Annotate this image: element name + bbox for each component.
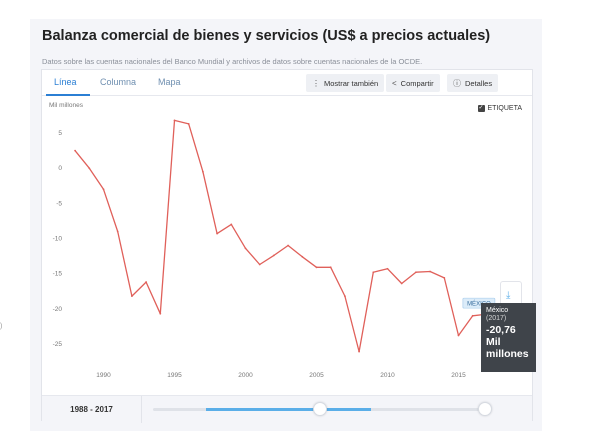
range-end: 2017	[95, 405, 113, 414]
data-point	[471, 314, 474, 317]
chart-panel: Línea Columna Mapa ⋮ Mostrar también < C…	[41, 69, 533, 423]
data-point	[273, 254, 275, 257]
y-tick-label: 5	[58, 130, 62, 137]
y-tick-label: -10	[53, 236, 63, 243]
data-point	[400, 282, 403, 285]
data-point	[145, 281, 147, 283]
tooltip-value: -20,76	[486, 324, 516, 336]
info-icon: ⓘ	[453, 78, 461, 88]
share-label: Compartir	[400, 78, 434, 88]
tab-linea[interactable]: Línea	[54, 77, 77, 87]
chart-tabs: Línea Columna Mapa ⋮ Mostrar también < C…	[42, 70, 532, 96]
data-point	[386, 267, 389, 270]
kebab-icon: ⋮	[312, 78, 320, 88]
series-line-mexico	[74, 119, 487, 353]
range-label: 1988 - 2017	[42, 396, 142, 423]
source-note: Datos sobre las cuentas nacionales del B…	[42, 57, 423, 66]
check-icon[interactable]: ✓	[477, 105, 485, 112]
share-icon: <	[392, 78, 397, 88]
x-tick-label: 2005	[309, 372, 324, 379]
indicator-card: Balanza comercial de bienes y servicios …	[30, 19, 542, 431]
share-button[interactable]: < Compartir	[386, 74, 440, 92]
y-tick-label: -25	[53, 341, 63, 348]
data-point	[443, 276, 446, 279]
data-point	[102, 188, 105, 191]
download-icon[interactable]: ⤓	[506, 290, 511, 301]
x-tick-label: 2015	[451, 372, 466, 379]
label-toggle[interactable]: ✓ ETIQUETA	[477, 105, 522, 112]
x-tick-label: 1995	[167, 372, 182, 379]
range-slider-start-handle[interactable]	[313, 402, 327, 416]
data-point	[301, 255, 304, 258]
x-tick-label: 2000	[238, 372, 253, 379]
data-point	[88, 167, 91, 170]
data-point	[287, 244, 289, 247]
data-point	[202, 170, 204, 173]
series-label: MÉXICO	[467, 300, 491, 307]
data-point	[315, 266, 318, 269]
left-edge-mark: )	[0, 323, 3, 330]
data-point	[187, 123, 190, 125]
range-footer: 1988 - 2017	[42, 395, 532, 423]
tooltip-year: (2017)	[486, 315, 507, 322]
tooltip-country: México	[486, 307, 509, 314]
tab-columna[interactable]: Columna	[100, 77, 137, 87]
y-tick-label: -20	[53, 306, 63, 313]
data-point	[358, 350, 360, 353]
data-point	[329, 266, 332, 269]
y-tick-label: -5	[56, 200, 62, 207]
label-toggle-text: ETIQUETA	[487, 105, 522, 112]
details-label: Detalles	[465, 78, 493, 88]
y-tick-label: -15	[53, 271, 63, 278]
data-point	[244, 247, 247, 250]
y-tick-label: 0	[58, 165, 62, 172]
data-point	[429, 270, 431, 273]
show-also-button[interactable]: ⋮ Mostrar también	[306, 74, 385, 92]
data-point	[415, 271, 417, 274]
data-point	[344, 295, 346, 298]
data-point	[116, 230, 119, 233]
data-point	[258, 263, 261, 266]
active-tab-indicator	[46, 94, 90, 96]
tooltip-unit: Mil millones	[486, 336, 529, 360]
data-point	[159, 312, 162, 315]
data-point	[372, 271, 375, 274]
x-tick-label: 1990	[96, 372, 111, 379]
range-separator: -	[87, 405, 96, 414]
x-tick-label: 2010	[380, 372, 395, 379]
data-tooltip: México (2017) -20,76 Mil millones	[481, 303, 536, 372]
data-point	[173, 119, 176, 122]
y-axis-unit-label: Mil millones	[49, 102, 83, 109]
range-start: 1988	[70, 405, 88, 414]
data-point	[230, 223, 233, 226]
details-button[interactable]: ⓘ Detalles	[447, 74, 499, 92]
page-title: Balanza comercial de bienes y servicios …	[42, 28, 491, 44]
range-slider-fill	[206, 408, 371, 411]
data-point	[74, 149, 76, 152]
range-slider-end-handle[interactable]	[478, 402, 492, 416]
data-point	[216, 232, 219, 235]
data-point	[457, 334, 460, 337]
data-point	[131, 295, 133, 298]
show-also-label: Mostrar también	[324, 78, 379, 88]
line-chart: 5 0 -5 -10 -15 -20 -25 1990 1995 2000 2005 2010 2015…	[53, 119, 496, 379]
tab-mapa[interactable]: Mapa	[158, 77, 181, 87]
